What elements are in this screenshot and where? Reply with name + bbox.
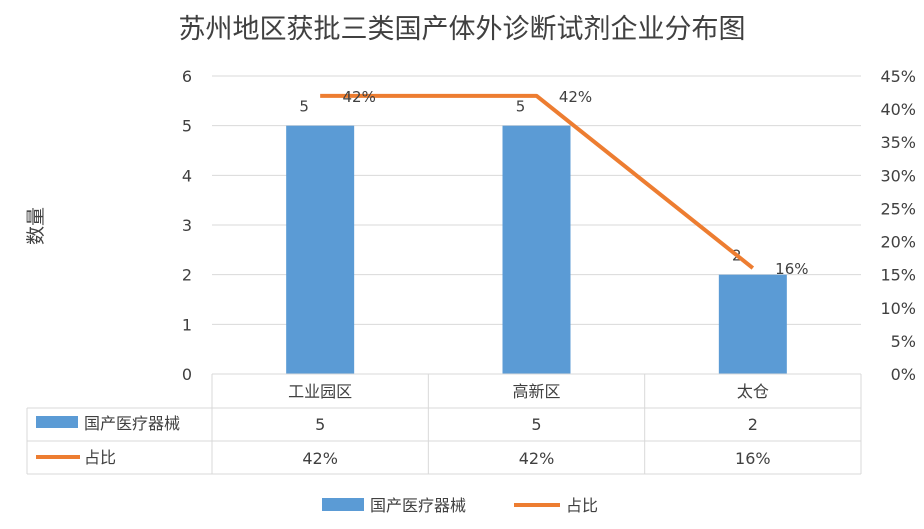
bar-series: 5 52 xyxy=(286,98,787,375)
y2-tick-label: 45% xyxy=(880,67,916,86)
category-label: 太仓 xyxy=(737,382,769,401)
y-tick-label: 4 xyxy=(182,166,192,185)
category-label: 高新区 xyxy=(512,382,560,401)
bar-data-label: 5 xyxy=(299,98,309,116)
line-data-label: 16% xyxy=(775,260,808,278)
left-axis-ticks: 0 1 2 3 4 5 6 xyxy=(182,67,192,384)
table-cell: 16% xyxy=(735,449,771,468)
y2-tick-label: 15% xyxy=(880,266,916,285)
chart-title: 苏州地区获批三类国产体外诊断试剂企业分布图 xyxy=(179,14,746,45)
y2-tick-label: 20% xyxy=(880,233,916,252)
y-axis-label: 数量 xyxy=(25,207,47,245)
y2-tick-label: 10% xyxy=(880,299,916,318)
legend-swatch xyxy=(322,498,364,511)
y-tick-label: 0 xyxy=(182,365,192,384)
y-tick-label: 2 xyxy=(182,266,192,285)
table-row-key xyxy=(36,416,78,428)
bar xyxy=(718,274,787,374)
line-series: 42% 42% 16% xyxy=(320,88,809,278)
table-cell: 2 xyxy=(748,415,758,434)
right-axis-ticks: 0% 5% 10% 15% 20% 25% 30% 35% 40% 45% xyxy=(880,67,916,384)
y2-tick-label: 25% xyxy=(880,199,916,218)
line-data-label: 42% xyxy=(559,88,592,106)
table-row-header: 国产医疗器械 xyxy=(84,414,180,433)
legend-label: 占比 xyxy=(566,496,598,515)
category-label: 工业园区 xyxy=(288,382,352,401)
bar xyxy=(502,125,571,375)
line-data-label: 42% xyxy=(342,88,375,106)
y2-tick-label: 5% xyxy=(891,332,916,351)
y2-tick-label: 30% xyxy=(880,166,916,185)
legend-label: 国产医疗器械 xyxy=(370,496,466,515)
bar-data-label: 5 xyxy=(516,98,526,116)
y-tick-label: 5 xyxy=(182,117,192,136)
y-tick-label: 1 xyxy=(182,315,192,334)
y-tick-label: 6 xyxy=(182,67,192,86)
legend: 国产医疗器械 占比 xyxy=(322,496,598,515)
y2-tick-label: 35% xyxy=(880,133,916,152)
table-cell: 5 xyxy=(531,415,541,434)
y-tick-label: 3 xyxy=(182,216,192,235)
y2-tick-label: 40% xyxy=(880,100,916,119)
table-row-header: 占比 xyxy=(84,448,116,467)
line-path xyxy=(320,93,755,270)
table-cell: 42% xyxy=(302,449,338,468)
table-cell: 42% xyxy=(519,449,555,468)
bar xyxy=(286,125,355,375)
y2-tick-label: 0% xyxy=(891,365,916,384)
table-cell: 5 xyxy=(315,415,325,434)
